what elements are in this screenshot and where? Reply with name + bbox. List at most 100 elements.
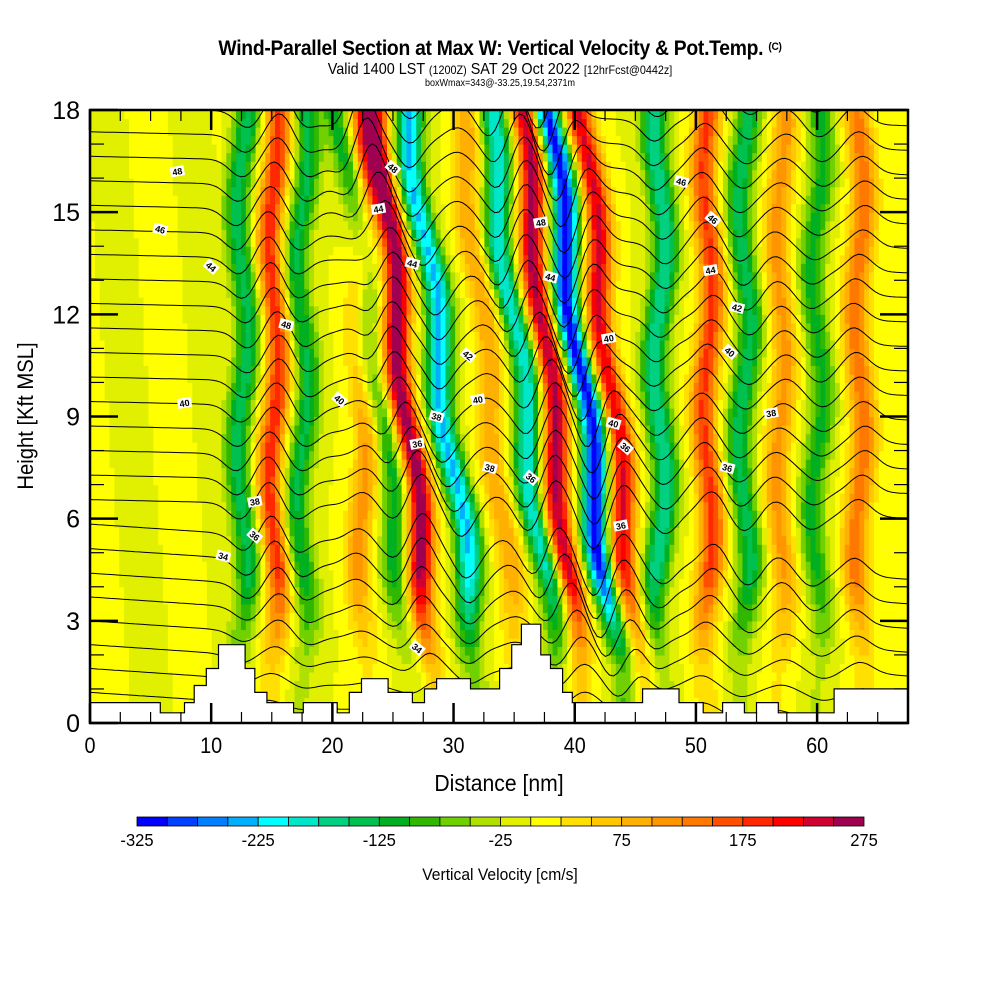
w-cell bbox=[693, 535, 700, 545]
w-cell bbox=[421, 688, 427, 699]
w-cell bbox=[576, 603, 583, 613]
w-cell bbox=[435, 518, 442, 528]
w-cell bbox=[849, 561, 856, 571]
w-cell bbox=[479, 493, 485, 503]
w-cell bbox=[698, 527, 705, 537]
w-cell bbox=[567, 501, 573, 511]
w-cell bbox=[172, 552, 179, 562]
w-cell bbox=[825, 476, 831, 486]
w-cell bbox=[382, 484, 388, 494]
w-cell bbox=[742, 586, 748, 596]
w-cell bbox=[771, 569, 778, 579]
w-cell bbox=[757, 671, 763, 682]
w-cell bbox=[450, 476, 456, 486]
w-cell bbox=[893, 527, 899, 537]
w-cell bbox=[854, 646, 860, 656]
w-cell bbox=[601, 629, 607, 639]
w-cell bbox=[323, 646, 330, 656]
w-cell bbox=[90, 484, 96, 494]
w-cell bbox=[844, 680, 851, 690]
w-cell bbox=[416, 586, 422, 596]
w-cell bbox=[503, 578, 510, 588]
w-cell bbox=[625, 493, 632, 503]
w-cell bbox=[250, 603, 257, 613]
w-cell bbox=[752, 637, 758, 647]
w-cell bbox=[318, 612, 325, 622]
w-cell bbox=[192, 569, 198, 579]
w-cell bbox=[839, 654, 846, 664]
w-cell bbox=[201, 476, 208, 486]
w-cell bbox=[377, 484, 383, 494]
w-cell bbox=[104, 561, 111, 571]
w-cell bbox=[722, 646, 729, 656]
w-cell bbox=[172, 561, 179, 571]
w-cell bbox=[216, 561, 223, 571]
w-cell bbox=[815, 518, 821, 528]
w-cell bbox=[469, 603, 476, 613]
w-cell bbox=[158, 586, 164, 596]
w-cell bbox=[596, 620, 602, 630]
w-cell bbox=[333, 467, 339, 477]
w-cell bbox=[834, 544, 841, 554]
w-cell bbox=[713, 671, 719, 682]
w-cell bbox=[479, 569, 485, 579]
w-cell bbox=[654, 569, 661, 579]
w-cell bbox=[796, 586, 802, 596]
w-cell bbox=[192, 595, 198, 605]
w-cell bbox=[869, 476, 875, 486]
w-cell bbox=[109, 527, 115, 537]
w-cell bbox=[649, 629, 656, 639]
w-cell bbox=[747, 527, 753, 537]
w-cell bbox=[649, 544, 656, 554]
w-cell bbox=[163, 501, 169, 511]
w-cell bbox=[474, 493, 481, 503]
w-cell bbox=[542, 646, 549, 656]
w-cell bbox=[688, 501, 695, 511]
w-cell bbox=[416, 603, 422, 613]
w-cell bbox=[893, 654, 899, 664]
w-cell bbox=[635, 535, 641, 545]
w-cell bbox=[236, 535, 242, 545]
w-cell bbox=[834, 629, 841, 639]
w-cell bbox=[786, 484, 792, 494]
w-cell bbox=[630, 595, 636, 605]
w-cell bbox=[810, 535, 817, 545]
w-cell bbox=[572, 612, 578, 622]
w-cell bbox=[294, 629, 300, 639]
w-cell bbox=[469, 501, 476, 511]
w-cell bbox=[367, 561, 374, 571]
w-cell bbox=[474, 476, 481, 486]
w-cell bbox=[163, 552, 169, 562]
w-cell bbox=[572, 493, 578, 503]
w-cell bbox=[440, 535, 447, 545]
w-cell bbox=[416, 467, 422, 477]
w-cell bbox=[781, 697, 787, 707]
w-cell bbox=[260, 612, 266, 622]
w-cell bbox=[167, 612, 174, 622]
w-cell bbox=[815, 595, 821, 605]
w-cell bbox=[182, 484, 188, 494]
w-cell bbox=[883, 544, 890, 554]
w-cell bbox=[255, 663, 262, 673]
w-cell bbox=[820, 595, 826, 605]
w-cell bbox=[124, 663, 130, 673]
w-cell bbox=[630, 552, 636, 562]
w-cell bbox=[197, 671, 203, 682]
w-cell bbox=[503, 612, 510, 622]
w-cell bbox=[825, 603, 831, 613]
w-cell bbox=[250, 637, 257, 647]
w-cell bbox=[567, 646, 573, 656]
w-cell bbox=[377, 629, 383, 639]
w-cell bbox=[679, 646, 685, 656]
w-cell bbox=[903, 663, 908, 673]
w-cell bbox=[703, 476, 709, 486]
w-cell bbox=[474, 646, 481, 656]
w-cell bbox=[796, 603, 802, 613]
w-cell bbox=[396, 561, 403, 571]
w-cell bbox=[172, 535, 179, 545]
w-cell bbox=[182, 535, 188, 545]
w-cell bbox=[124, 527, 130, 537]
w-cell bbox=[849, 484, 856, 494]
w-cell bbox=[104, 467, 111, 477]
w-cell bbox=[844, 535, 851, 545]
